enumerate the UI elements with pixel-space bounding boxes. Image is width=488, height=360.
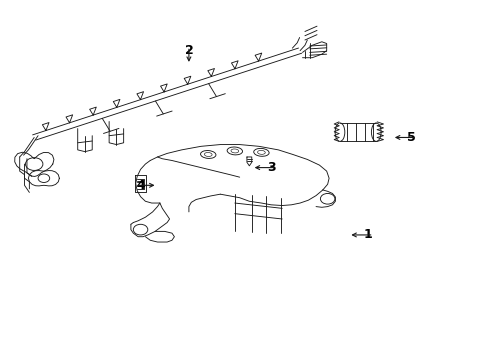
Text: 4: 4	[136, 179, 144, 192]
Text: 5: 5	[406, 131, 415, 144]
Text: 2: 2	[184, 44, 193, 57]
Text: 3: 3	[266, 161, 275, 174]
Text: 1: 1	[363, 229, 371, 242]
